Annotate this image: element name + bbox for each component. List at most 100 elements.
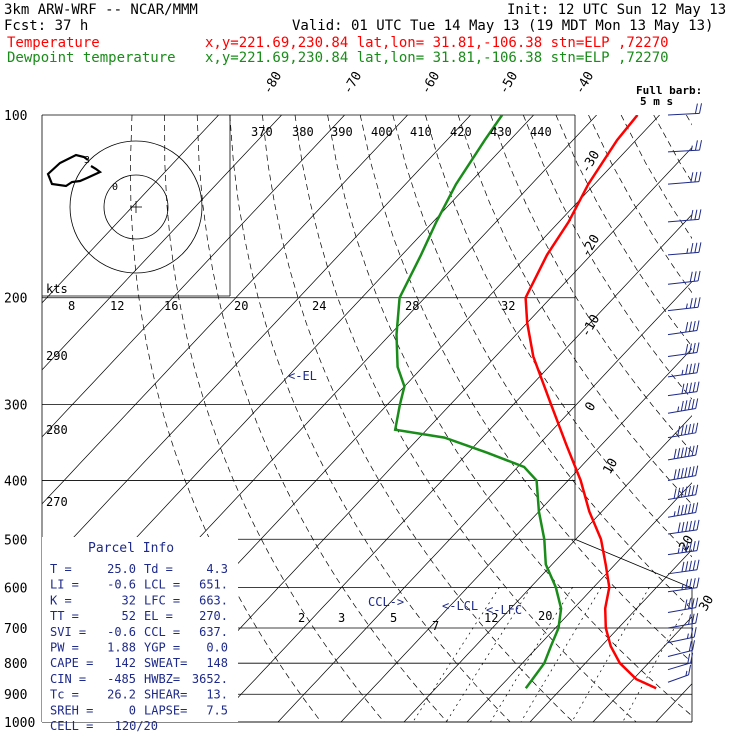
- parcel-row-value: 0.0: [206, 641, 228, 655]
- wind-barb-staff: [667, 529, 698, 535]
- model-title: 3km ARW-WRF -- NCAR/MMM: [4, 2, 198, 18]
- isotherm-line: [592, 616, 692, 722]
- wind-barb-staff: [667, 251, 699, 256]
- wind-barb-flag: [696, 577, 700, 588]
- wind-barb-staff: [667, 149, 700, 153]
- wind-barb-staff: [667, 351, 698, 358]
- wind-barb-flag: [691, 398, 695, 410]
- wind-barb-flag: [681, 561, 685, 572]
- wind-barb-flag: [673, 488, 677, 499]
- wind-barb-flag: [680, 400, 684, 412]
- wind-barb-half-flag: [690, 145, 693, 151]
- parcel-title: Parcel Info: [88, 541, 174, 556]
- wind-barb-flag: [691, 613, 695, 624]
- wind-barbs: Full barb:5 m s: [636, 84, 702, 683]
- dry-adiabat: [620, 115, 692, 240]
- dry-adiabat: [164, 115, 385, 722]
- parcel-row-value: 1.88: [107, 641, 136, 655]
- wind-barb-flag: [695, 502, 699, 513]
- wind-barb-flag: [690, 652, 694, 663]
- wind-barb-flag: [693, 271, 697, 282]
- isotherm-label: -50: [496, 69, 521, 97]
- parcel-row-label: YGP =: [144, 641, 180, 655]
- dry-adiabat: [555, 115, 692, 347]
- init-time: Init: 12 UTC Sun 12 May 13: [507, 2, 726, 18]
- wind-barb-flag: [696, 381, 700, 392]
- parcel-row-value: 142: [114, 656, 136, 670]
- wind-barb-flag: [692, 640, 696, 651]
- temperature-line: [524, 115, 657, 690]
- wind-barb-flag: [677, 487, 681, 498]
- wind-barb-flag: [688, 485, 691, 497]
- wind-barb-half-flag: [681, 584, 684, 590]
- wind-barb-staff: [667, 587, 698, 593]
- parcel-row-label: K =: [50, 593, 72, 607]
- isotherm-line: [42, 115, 345, 438]
- mixing-ratio-label: 12: [484, 611, 498, 625]
- parcel-info-box: Parcel Info T = 25.0 Td = 4.3 LI = -0.6 LCL = 6…: [42, 537, 238, 733]
- wind-barb-staff: [667, 607, 696, 613]
- wind-barb-flag: [688, 423, 691, 435]
- wind-barb-flag: [687, 653, 691, 664]
- wind-barb-flag: [694, 140, 698, 151]
- hodograph-speed-tick: 20: [234, 299, 248, 313]
- wind-barb-flag: [684, 599, 688, 610]
- theta-label: 430: [490, 125, 512, 139]
- temperature-location: x,y=221.69,230.84 lat,lon= 31.81,-106.38…: [205, 35, 669, 51]
- hodograph-trace: [46, 153, 103, 188]
- wind-barb-staff: [667, 112, 700, 116]
- wind-barb-flag: [691, 423, 695, 434]
- wind-barb-flag: [690, 242, 694, 254]
- wind-barb-flag: [688, 664, 692, 675]
- theta-label: 390: [331, 125, 353, 139]
- pressure-tick-label: 700: [4, 622, 27, 637]
- isotherm-label: -10: [578, 312, 603, 340]
- wind-barb-flag: [690, 172, 694, 183]
- wind-barb-flag: [692, 560, 696, 571]
- wind-barb-flag: [688, 446, 691, 457]
- wind-barb-flag: [695, 613, 699, 624]
- dry-adiabat: [196, 115, 448, 722]
- wind-barb-flag: [677, 522, 681, 533]
- mixing-ratio-label: 3: [338, 611, 345, 625]
- isotherm-label: 30: [696, 593, 717, 614]
- parcel-row-value: 25.0: [107, 562, 136, 576]
- parcel-row-value: 120/20: [115, 719, 158, 733]
- wind-barb-staff: [667, 569, 698, 575]
- parcel-row-value: -0.6: [107, 625, 136, 639]
- wind-barb-half-flag: [677, 406, 680, 412]
- wind-barb-flag: [684, 486, 688, 497]
- wind-barb-flag: [688, 382, 692, 393]
- wind-barb-flag: [698, 209, 702, 220]
- wind-barb-half-flag: [686, 633, 689, 639]
- wind-barb-flag: [691, 485, 695, 496]
- parcel-row-label: LCL =: [144, 578, 180, 592]
- wind-barb-flag: [688, 466, 691, 477]
- parcel-row-label: HWBZ=: [144, 672, 180, 686]
- isotherm-line: [277, 281, 692, 722]
- forecast-hour: Fcst: 37 h: [4, 18, 88, 34]
- wind-barb-staff: [667, 622, 696, 629]
- parcel-row-value: 7.5: [206, 703, 228, 717]
- wind-barb-flag: [693, 297, 697, 308]
- isotherm-label: -80: [260, 69, 285, 97]
- wind-barb-flag: [697, 297, 701, 308]
- hodograph-ring-label: 3: [84, 155, 90, 166]
- wind-barb-flag: [690, 209, 694, 221]
- parcel-row-label: CCL =: [144, 625, 180, 639]
- theta-label: 420: [450, 125, 472, 139]
- isotherm-line: [719, 115, 740, 722]
- parcel-row-value: -0.6: [107, 578, 136, 592]
- wind-barb-flag: [696, 519, 700, 530]
- wind-barb-flag: [695, 398, 699, 409]
- wind-barb-flag: [695, 597, 699, 608]
- theta-label: 440: [530, 125, 552, 139]
- dewpoint-location: x,y=221.69,230.84 lat,lon= 31.81,-106.38…: [205, 50, 669, 66]
- wind-barb-flag: [695, 465, 699, 476]
- wind-barb-flag: [698, 242, 702, 253]
- wind-barb-flag: [692, 520, 696, 531]
- wind-barb-staff: [667, 475, 696, 481]
- temperature-legend: Temperature: [7, 35, 100, 51]
